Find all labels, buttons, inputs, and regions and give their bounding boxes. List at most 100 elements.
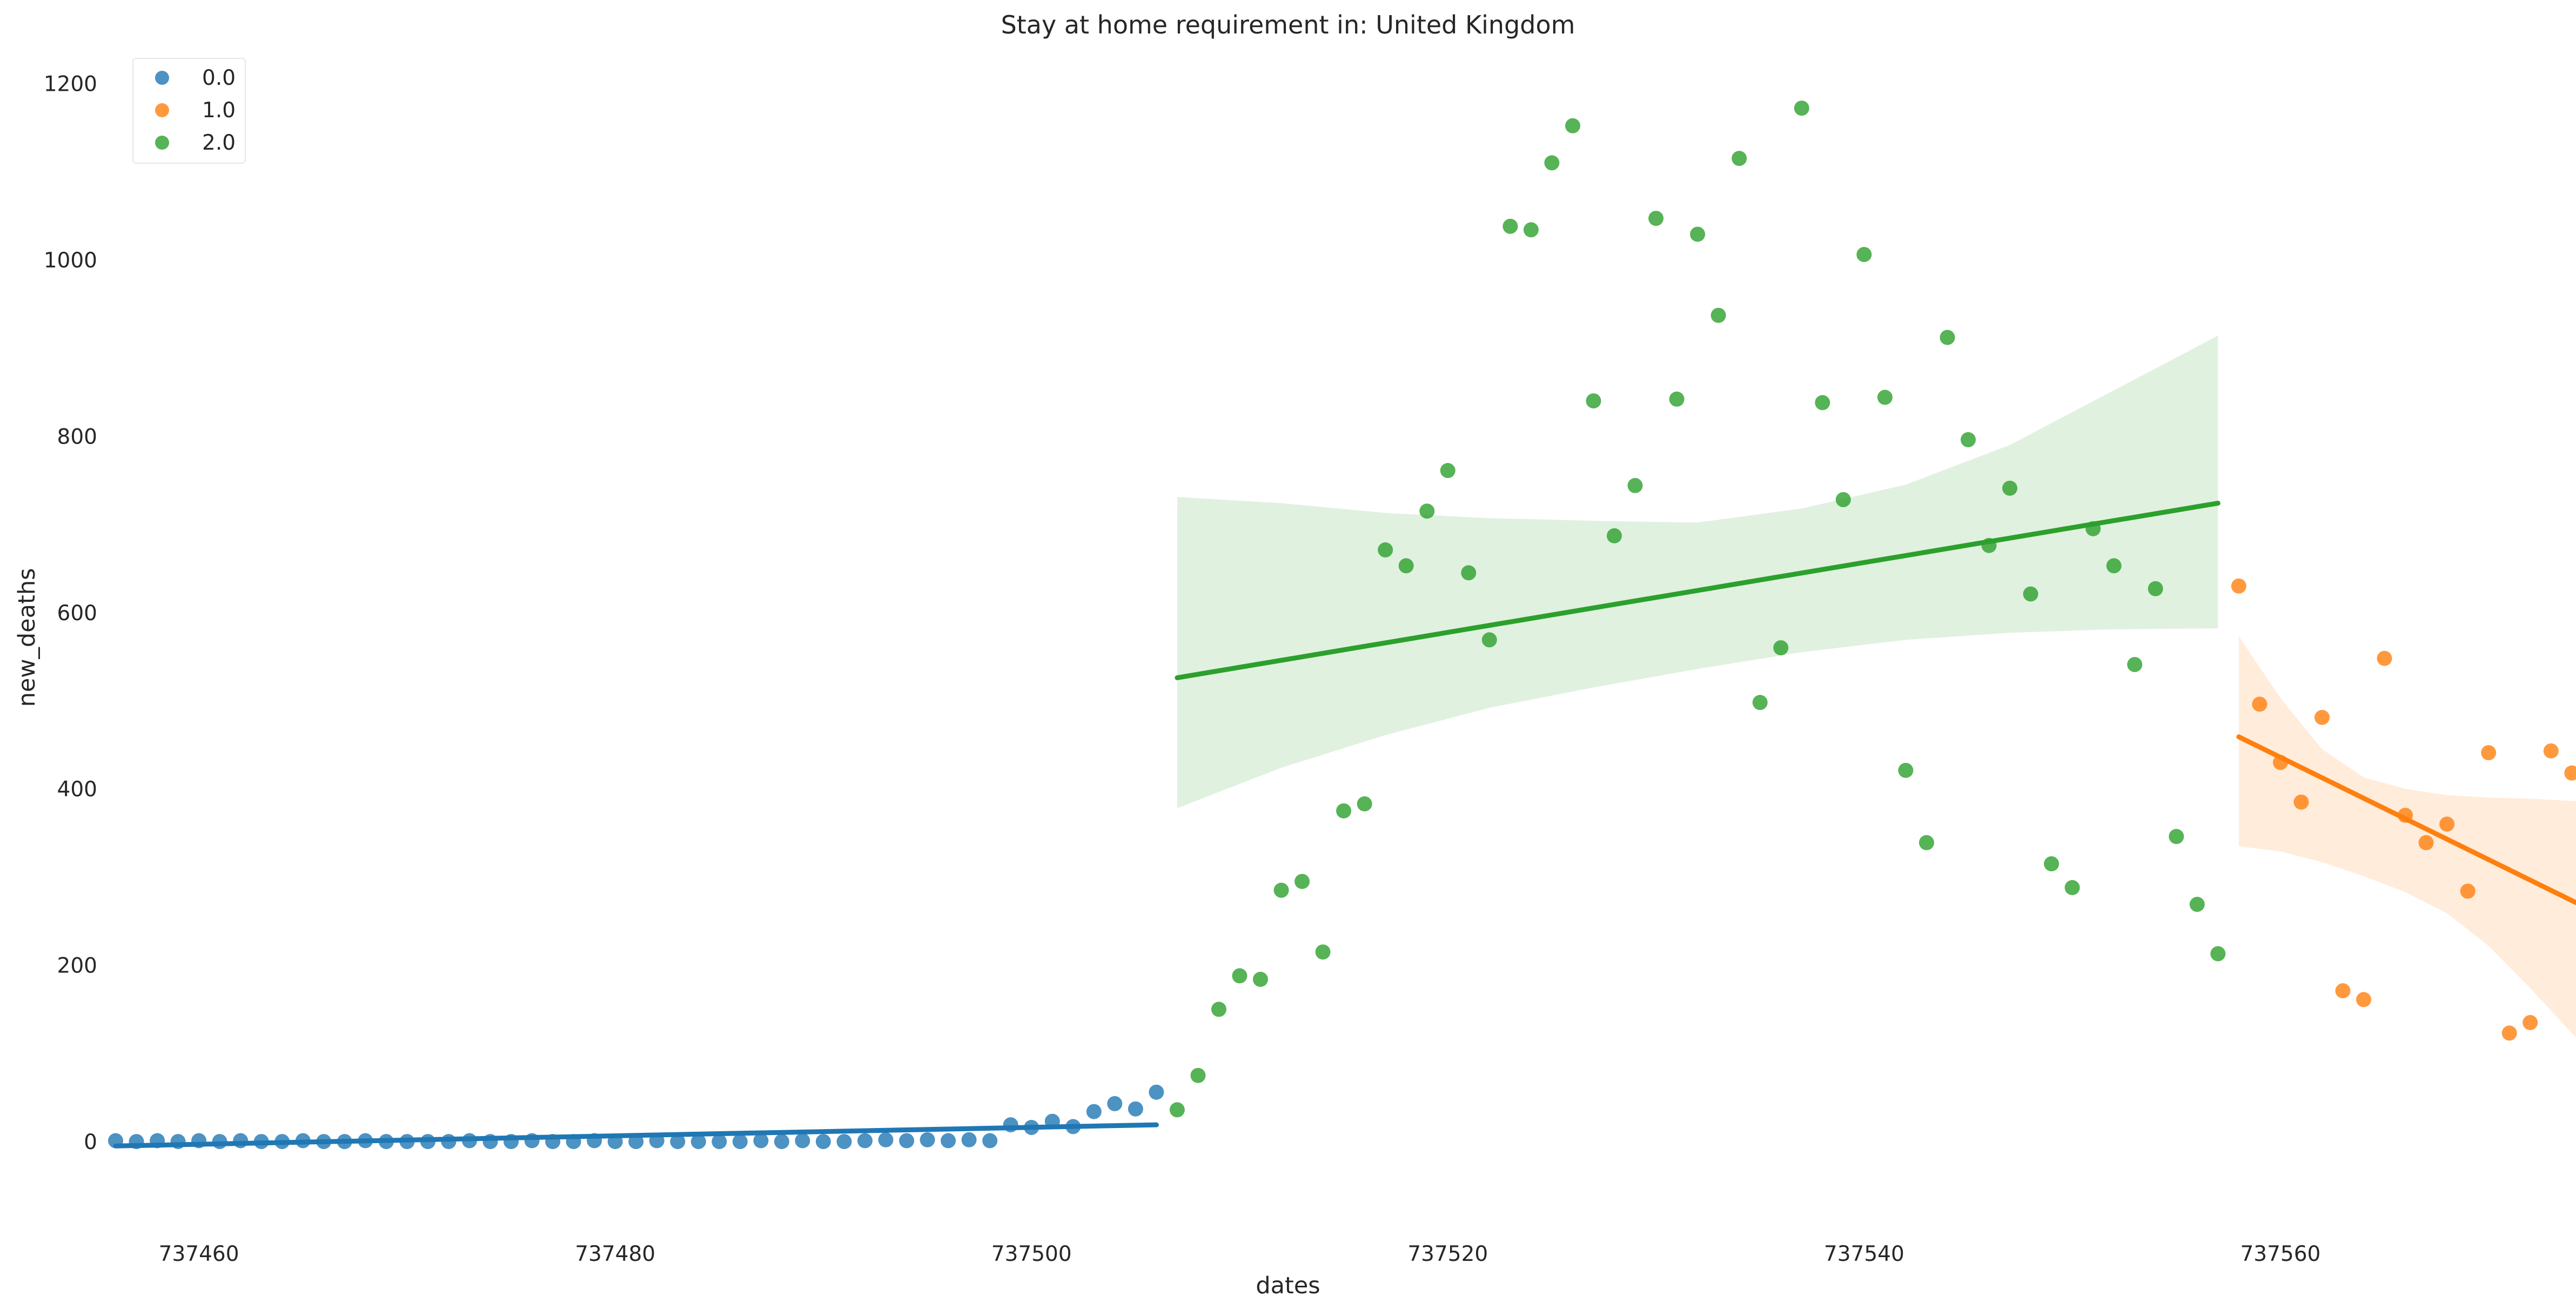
data-point bbox=[1794, 100, 1809, 116]
data-point bbox=[233, 1133, 249, 1149]
data-point bbox=[1586, 393, 1601, 409]
data-point bbox=[1710, 307, 1726, 323]
data-point bbox=[2501, 1025, 2517, 1041]
data-point bbox=[2523, 1015, 2538, 1030]
data-point bbox=[1732, 151, 1747, 166]
regression-line-0.0 bbox=[113, 1122, 1159, 1149]
data-point bbox=[2106, 558, 2122, 574]
data-point bbox=[1502, 218, 1518, 234]
regression-line-2.0 bbox=[1175, 500, 2221, 681]
data-point bbox=[1669, 391, 1685, 407]
x-tick-label: 737480 bbox=[575, 1242, 655, 1266]
legend-marker bbox=[155, 103, 169, 117]
data-point bbox=[2231, 578, 2246, 594]
y-tick-label: 600 bbox=[57, 601, 97, 626]
data-point bbox=[1773, 640, 1789, 656]
legend-entry: 2.0 bbox=[202, 131, 236, 155]
legend-marker bbox=[155, 136, 169, 150]
data-point bbox=[2064, 880, 2080, 895]
data-point bbox=[1107, 1096, 1123, 1111]
data-point bbox=[1149, 1084, 1164, 1100]
y-tick-label: 400 bbox=[57, 777, 97, 802]
data-point bbox=[2564, 765, 2576, 781]
legend-marker bbox=[155, 71, 169, 85]
data-point bbox=[2023, 586, 2038, 602]
data-point bbox=[857, 1133, 873, 1149]
data-point bbox=[1440, 463, 1455, 478]
legend: 0.0 1.0 2.0 bbox=[132, 58, 246, 164]
data-point bbox=[712, 1134, 727, 1150]
chart-title: Stay at home requirement in: United King… bbox=[1001, 10, 1575, 39]
x-tick-label: 737460 bbox=[159, 1242, 239, 1266]
y-tick-label: 1200 bbox=[44, 72, 97, 96]
data-point bbox=[2481, 745, 2497, 761]
data-point bbox=[1253, 971, 1268, 987]
data-point bbox=[1086, 1104, 1102, 1119]
data-point bbox=[2044, 856, 2060, 871]
data-point bbox=[1918, 835, 1934, 850]
data-point bbox=[2356, 992, 2371, 1008]
data-point bbox=[2127, 657, 2143, 673]
data-point bbox=[2210, 946, 2226, 962]
confidence-band-2.0 bbox=[1177, 335, 2218, 809]
data-point bbox=[1211, 1002, 1226, 1017]
data-point bbox=[2335, 983, 2351, 998]
data-point bbox=[1627, 478, 1643, 493]
x-tick-label: 737520 bbox=[1407, 1242, 1488, 1266]
data-point bbox=[1940, 330, 1955, 345]
data-point bbox=[815, 1134, 831, 1150]
data-point bbox=[1336, 803, 1352, 818]
x-tick-label: 737560 bbox=[2240, 1242, 2320, 1266]
data-point bbox=[2169, 829, 2184, 844]
data-point bbox=[2439, 816, 2455, 832]
data-point bbox=[1461, 565, 1477, 581]
x-tick-labels: 737460 737480 737500 737520 737540 737560 bbox=[159, 1242, 2321, 1266]
data-point bbox=[2252, 696, 2268, 712]
data-point bbox=[878, 1132, 894, 1147]
y-tick-labels: 0 200 400 600 800 1000 1200 bbox=[44, 72, 97, 1154]
data-point bbox=[1856, 247, 1872, 263]
y-tick-label: 1000 bbox=[44, 249, 97, 273]
y-axis-label: new_deaths bbox=[14, 568, 41, 707]
y-tick-label: 800 bbox=[57, 425, 97, 449]
data-point bbox=[1378, 542, 1393, 558]
data-point bbox=[982, 1133, 998, 1149]
data-point bbox=[1898, 763, 1914, 778]
data-point bbox=[2460, 883, 2476, 899]
data-point bbox=[1648, 211, 1664, 226]
data-point bbox=[2189, 897, 2205, 912]
data-point bbox=[1232, 968, 1247, 984]
x-tick-label: 737500 bbox=[991, 1242, 1072, 1266]
data-point bbox=[1523, 222, 1539, 238]
legend-entry: 0.0 bbox=[202, 66, 236, 90]
regression-lines bbox=[113, 500, 2576, 1149]
data-point bbox=[1128, 1101, 1143, 1117]
x-tick-label: 737540 bbox=[1824, 1242, 1904, 1266]
data-point bbox=[732, 1134, 748, 1150]
data-point bbox=[1815, 395, 1830, 411]
data-point bbox=[941, 1133, 956, 1149]
data-point bbox=[670, 1134, 686, 1150]
data-point bbox=[1398, 558, 1414, 574]
data-point bbox=[1835, 492, 1851, 507]
x-axis-label: dates bbox=[1256, 1272, 1320, 1299]
data-point bbox=[961, 1132, 977, 1147]
data-point bbox=[1690, 226, 1706, 242]
data-point bbox=[1273, 882, 1289, 898]
data-point bbox=[795, 1133, 810, 1149]
data-point bbox=[2543, 743, 2559, 758]
y-tick-label: 0 bbox=[84, 1130, 97, 1154]
data-point bbox=[690, 1134, 706, 1150]
data-point bbox=[1294, 874, 1310, 889]
scatter-points bbox=[108, 100, 2576, 1150]
data-point bbox=[1565, 118, 1580, 133]
data-point bbox=[1169, 1102, 1185, 1118]
data-point bbox=[1752, 695, 1768, 710]
regression-line-1.0 bbox=[2236, 734, 2576, 905]
confidence-bands bbox=[1177, 335, 2576, 1038]
y-tick-label: 200 bbox=[57, 954, 97, 978]
data-point bbox=[1357, 796, 1372, 811]
data-point bbox=[920, 1132, 935, 1147]
